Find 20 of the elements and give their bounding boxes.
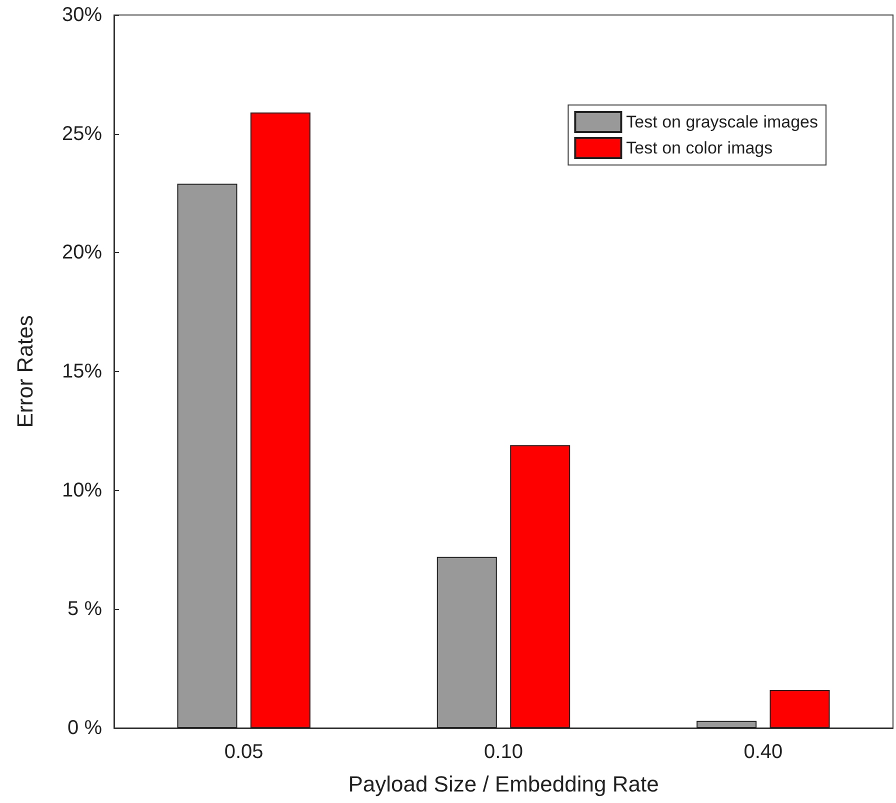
y-axis-title: Error Rates: [12, 315, 38, 428]
x-tick-label: 0.10: [484, 741, 523, 763]
bar: [696, 720, 757, 728]
y-tick-label: 0 %: [68, 717, 102, 739]
y-tick-label: 20%: [62, 242, 102, 264]
legend-label: Test on grayscale images: [626, 112, 818, 132]
x-tick-label: 0.05: [224, 741, 264, 763]
y-tick-label: 10%: [62, 479, 102, 502]
bar: [770, 690, 830, 728]
bar: [510, 445, 570, 728]
bar: [436, 556, 497, 728]
x-axis-title: Payload Size / Embedding Rate: [348, 772, 659, 796]
bar: [250, 112, 310, 728]
y-tick-label: 25%: [62, 122, 102, 145]
legend-label: Test on color imags: [626, 138, 773, 158]
y-tick-label: 15%: [62, 360, 102, 382]
bar: [177, 184, 238, 728]
y-tick-label: 5 %: [68, 598, 102, 620]
x-tick-label: 0.40: [744, 741, 783, 763]
y-tick-label: 30%: [62, 4, 102, 26]
